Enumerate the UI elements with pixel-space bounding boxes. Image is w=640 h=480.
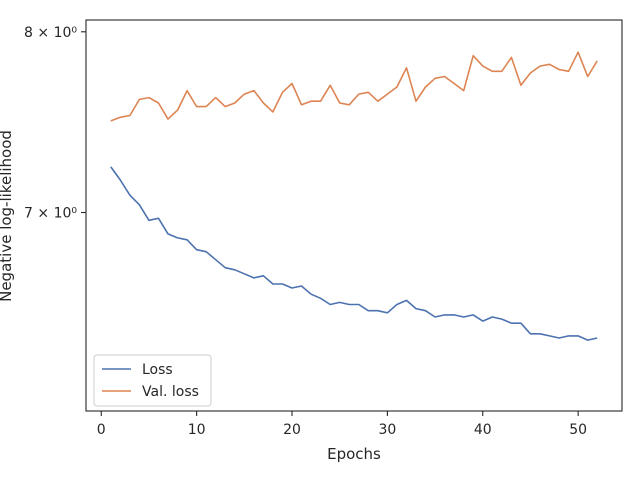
series-lines bbox=[110, 51, 598, 341]
series-line-loss bbox=[110, 166, 598, 341]
x-axis-label: Epochs bbox=[327, 445, 381, 463]
x-tick-label: 50 bbox=[569, 422, 587, 438]
legend-label: Val. loss bbox=[142, 384, 199, 400]
y-tick-label: 8 × 10⁰ bbox=[24, 25, 77, 41]
x-tick-label: 10 bbox=[188, 422, 206, 438]
legend-box bbox=[93, 354, 212, 407]
x-axis-ticks: 0 10 20 30 40 50 bbox=[97, 411, 587, 438]
x-tick-label: 20 bbox=[283, 422, 301, 438]
legend-label: Loss bbox=[142, 362, 173, 378]
y-axis-ticks: 7 × 10⁰ 8 × 10⁰ bbox=[24, 25, 86, 221]
y-axis-label: Negative log-likelihood bbox=[0, 130, 15, 302]
legend-items: Loss Val. loss bbox=[102, 362, 199, 400]
plot-area bbox=[85, 19, 623, 412]
series-line-val-loss bbox=[110, 51, 598, 122]
y-tick-label: 7 × 10⁰ bbox=[24, 205, 77, 221]
x-tick-label: 40 bbox=[474, 422, 492, 438]
x-tick-label: 0 bbox=[97, 422, 106, 438]
legend: Loss Val. loss bbox=[93, 354, 212, 407]
x-tick-label: 30 bbox=[378, 422, 396, 438]
